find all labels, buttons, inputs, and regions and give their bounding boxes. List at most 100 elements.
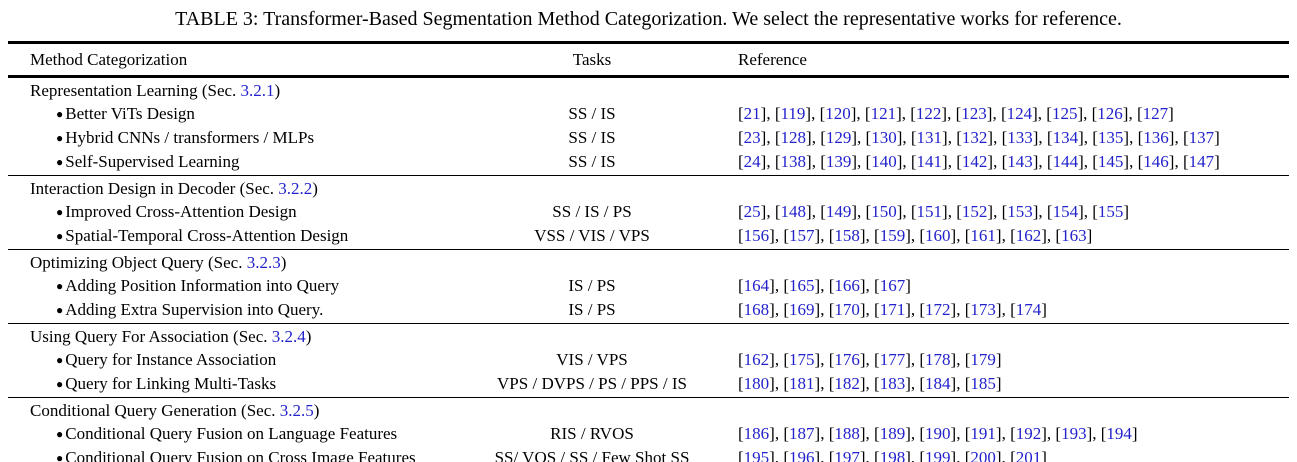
citation-link[interactable]: 193 [1061,424,1087,443]
section-link[interactable]: 3.2.1 [240,81,275,100]
citation-link[interactable]: 196 [789,448,815,462]
citation-link[interactable]: 165 [789,276,815,295]
citation-link[interactable]: 159 [879,226,906,245]
bullet-icon: ● [56,107,64,121]
citation-link[interactable]: 24 [743,152,761,171]
method-label: Spatial-Temporal Cross-Attention Design [65,226,349,245]
section-link[interactable]: 3.2.3 [246,253,281,272]
citation-link[interactable]: 183 [879,374,906,393]
citation-link[interactable]: 200 [970,448,996,462]
citation-link[interactable]: 173 [970,300,996,319]
citation-link[interactable]: 144 [1052,152,1079,171]
citation-link[interactable]: 131 [916,128,943,147]
citation-link[interactable]: 140 [871,152,897,171]
citation-link[interactable]: 153 [1007,202,1033,221]
citation-link[interactable]: 162 [743,350,770,369]
citation-link[interactable]: 136 [1143,128,1169,147]
citation-link[interactable]: 147 [1188,152,1215,171]
citation-link[interactable]: 177 [879,350,906,369]
citation-link[interactable]: 164 [743,276,770,295]
citation-link[interactable]: 172 [925,300,951,319]
citation-link[interactable]: 171 [879,300,906,319]
citation-link[interactable]: 149 [825,202,852,221]
citation-link[interactable]: 126 [1097,104,1123,123]
citation-link[interactable]: 199 [925,448,951,462]
citation-link[interactable]: 168 [743,300,770,319]
citation-link[interactable]: 167 [879,276,906,295]
method-label: Self-Supervised Learning [65,152,240,171]
citation-link[interactable]: 143 [1007,152,1033,171]
section-link[interactable]: 3.2.5 [279,401,314,420]
citation-link[interactable]: 146 [1143,152,1169,171]
citation-link[interactable]: 188 [834,424,860,443]
citation-link[interactable]: 124 [1006,104,1033,123]
citation-link[interactable]: 192 [1015,424,1042,443]
citation-link[interactable]: 181 [789,374,815,393]
citation-link[interactable]: 132 [961,128,988,147]
citation-link[interactable]: 178 [925,350,951,369]
citation-link[interactable]: 121 [870,104,897,123]
citation-link[interactable]: 157 [789,226,815,245]
citation-link[interactable]: 148 [780,202,807,221]
citation-link[interactable]: 197 [834,448,860,462]
citation-link[interactable]: 176 [834,350,860,369]
citation-link[interactable]: 120 [825,104,851,123]
citation-link[interactable]: 161 [970,226,996,245]
citation-link[interactable]: 158 [834,226,860,245]
citation-link[interactable]: 201 [1015,448,1042,462]
citation-link[interactable]: 150 [871,202,897,221]
citation-link[interactable]: 179 [970,350,996,369]
citation-link[interactable]: 119 [780,104,806,123]
citation-link[interactable]: 133 [1007,128,1033,147]
citation-link[interactable]: 182 [834,374,860,393]
citation-link[interactable]: 145 [1097,152,1124,171]
citation-link[interactable]: 190 [925,424,951,443]
citation-link[interactable]: 174 [1015,300,1042,319]
citation-link[interactable]: 137 [1188,128,1215,147]
citation-link[interactable]: 186 [743,424,770,443]
citation-link[interactable]: 135 [1097,128,1124,147]
citation-link[interactable]: 127 [1142,104,1169,123]
citation-link[interactable]: 187 [789,424,815,443]
citation-link[interactable]: 134 [1052,128,1079,147]
citation-link[interactable]: 191 [970,424,996,443]
citation-link[interactable]: 175 [789,350,815,369]
citation-link[interactable]: 185 [970,374,996,393]
citation-link[interactable]: 125 [1051,104,1078,123]
citation-link[interactable]: 160 [925,226,951,245]
citation-link[interactable]: 141 [916,152,943,171]
method-cell: ● Query for Instance Association [8,348,456,372]
section-link[interactable]: 3.2.4 [271,327,306,346]
citation-link[interactable]: 163 [1061,226,1087,245]
citation-link[interactable]: 151 [916,202,943,221]
citation-link[interactable]: 166 [834,276,860,295]
citation-link[interactable]: 184 [925,374,951,393]
table-section: Representation Learning (Sec. 3.2.1) ● Bet… [8,78,1289,175]
citation-link[interactable]: 180 [743,374,770,393]
citation-link[interactable]: 169 [789,300,815,319]
citation-link[interactable]: 139 [825,152,852,171]
citation-link[interactable]: 129 [825,128,852,147]
table-caption: TABLE 3: Transformer-Based Segmentation … [175,8,1122,30]
citation-link[interactable]: 23 [743,128,761,147]
citation-link[interactable]: 155 [1097,202,1124,221]
method-label: Better ViTs Design [65,104,195,123]
citation-link[interactable]: 154 [1052,202,1079,221]
citation-link[interactable]: 123 [961,104,987,123]
citation-link[interactable]: 194 [1106,424,1132,443]
citation-link[interactable]: 198 [879,448,906,462]
citation-link[interactable]: 128 [780,128,807,147]
section-link[interactable]: 3.2.2 [278,179,313,198]
citation-link[interactable]: 195 [743,448,770,462]
citation-link[interactable]: 25 [743,202,761,221]
citation-link[interactable]: 152 [961,202,988,221]
citation-link[interactable]: 156 [743,226,770,245]
citation-link[interactable]: 189 [879,424,906,443]
citation-link[interactable]: 138 [780,152,807,171]
citation-link[interactable]: 162 [1015,226,1042,245]
citation-link[interactable]: 170 [834,300,860,319]
citation-link[interactable]: 142 [961,152,988,171]
citation-link[interactable]: 21 [743,104,761,123]
citation-link[interactable]: 130 [871,128,897,147]
citation-link[interactable]: 122 [915,104,942,123]
